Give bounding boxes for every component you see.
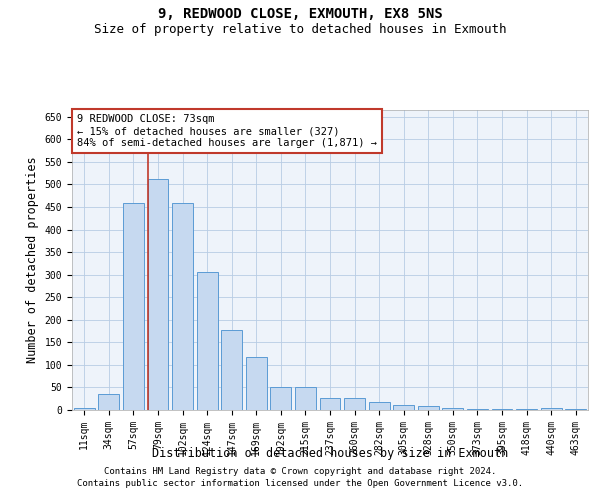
Text: Contains public sector information licensed under the Open Government Licence v3: Contains public sector information licen… <box>77 478 523 488</box>
Bar <box>491 409 512 410</box>
Bar <box>393 404 414 410</box>
Bar <box>246 357 267 410</box>
Bar <box>368 402 389 410</box>
Bar <box>172 204 193 410</box>
Bar <box>565 408 586 410</box>
Y-axis label: Number of detached properties: Number of detached properties <box>26 156 39 364</box>
Bar <box>467 408 488 410</box>
Bar <box>123 204 144 410</box>
Bar <box>320 398 340 410</box>
Bar <box>516 409 537 410</box>
Bar <box>442 408 463 410</box>
Text: Contains HM Land Registry data © Crown copyright and database right 2024.: Contains HM Land Registry data © Crown c… <box>104 467 496 476</box>
Bar <box>148 179 169 410</box>
Bar <box>418 406 439 410</box>
Bar <box>295 388 316 410</box>
Bar <box>541 408 562 410</box>
Text: 9 REDWOOD CLOSE: 73sqm
← 15% of detached houses are smaller (327)
84% of semi-de: 9 REDWOOD CLOSE: 73sqm ← 15% of detached… <box>77 114 377 148</box>
Bar <box>74 408 95 410</box>
Bar <box>197 272 218 410</box>
Bar <box>344 398 365 410</box>
Bar <box>221 330 242 410</box>
Text: Size of property relative to detached houses in Exmouth: Size of property relative to detached ho… <box>94 22 506 36</box>
Text: Distribution of detached houses by size in Exmouth: Distribution of detached houses by size … <box>152 448 508 460</box>
Text: 9, REDWOOD CLOSE, EXMOUTH, EX8 5NS: 9, REDWOOD CLOSE, EXMOUTH, EX8 5NS <box>158 8 442 22</box>
Bar <box>271 388 292 410</box>
Bar <box>98 394 119 410</box>
